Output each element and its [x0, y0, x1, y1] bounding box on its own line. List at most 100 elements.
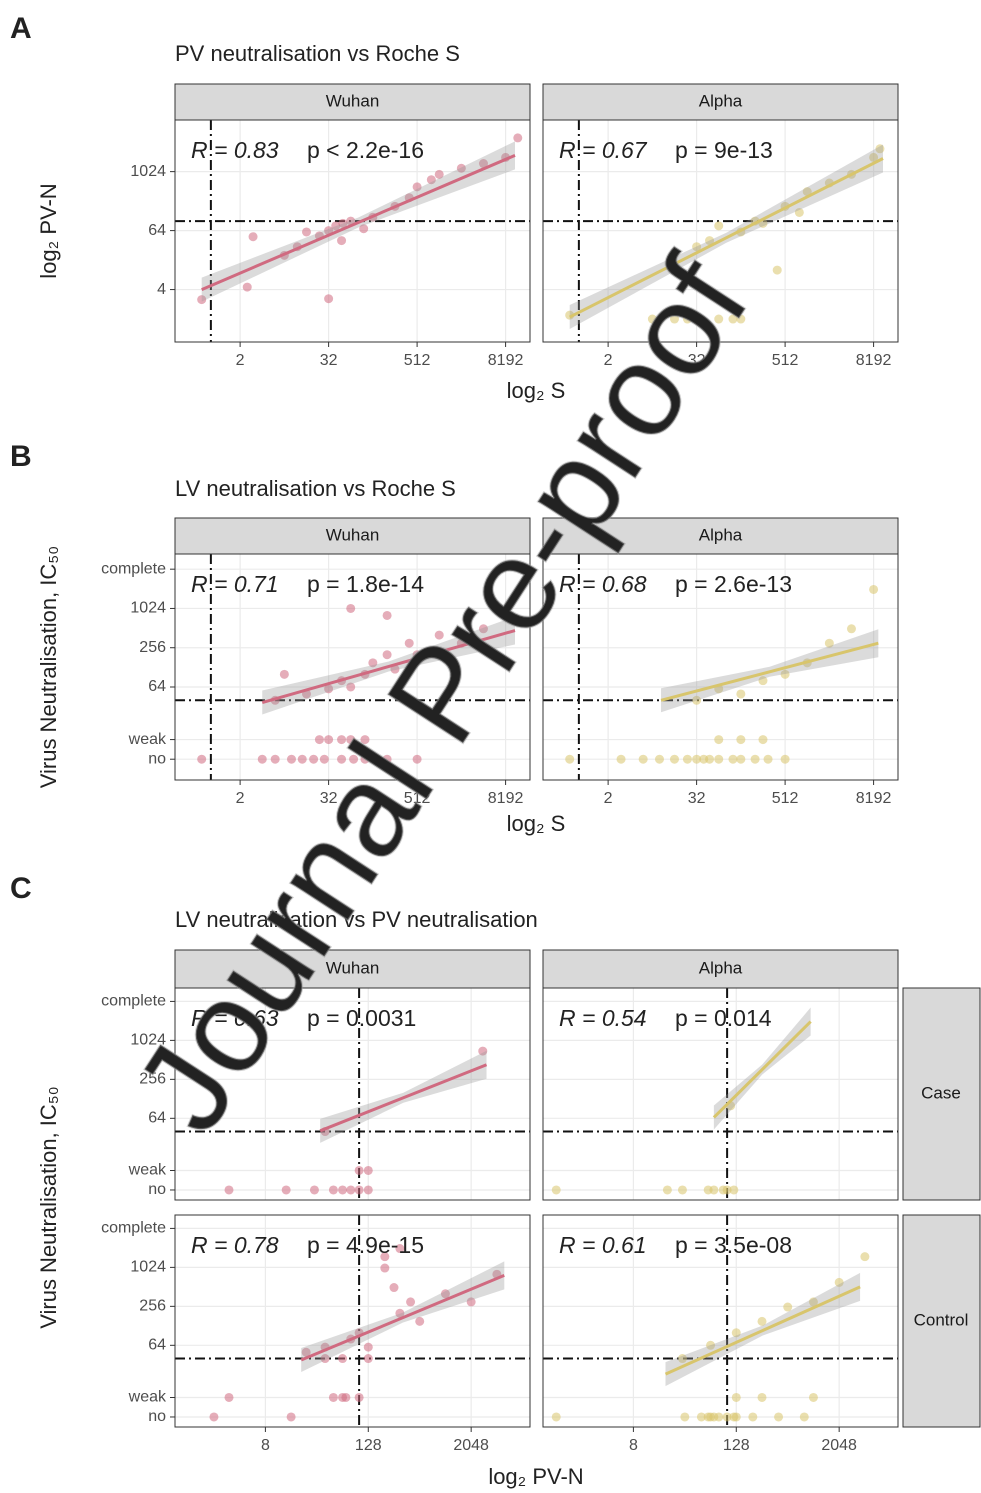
facet-strip — [542, 517, 899, 555]
point — [354, 1165, 364, 1175]
r-annotation: R = 0.78 — [191, 1232, 279, 1258]
fit-line — [664, 1285, 861, 1376]
point — [869, 152, 879, 162]
point — [328, 1185, 338, 1195]
point — [736, 314, 746, 324]
x-axis-label: log₂ S — [507, 378, 566, 403]
point — [731, 1328, 741, 1338]
point — [331, 221, 341, 231]
x-tick-label: 8192 — [856, 352, 892, 369]
point — [682, 314, 692, 324]
y-axis-label: Virus Neutralisation, IC₅₀ — [36, 1086, 61, 1329]
x-tick-label: 2 — [236, 352, 245, 369]
x-axis-label: log₂ S — [507, 811, 566, 836]
point — [440, 1289, 450, 1299]
point — [338, 1354, 348, 1364]
point — [565, 754, 575, 764]
point — [363, 1165, 373, 1175]
row-strip — [902, 987, 981, 1201]
x-tick-label: 2 — [236, 790, 245, 807]
facet: R = 0.68 p = 2.6e-13 — [542, 553, 899, 781]
row-strip-label: Control — [914, 1310, 969, 1329]
y-tick-label: 256 — [139, 1071, 166, 1088]
point — [354, 1392, 364, 1402]
x-tick-label: 512 — [404, 790, 431, 807]
x-tick-label: 128 — [355, 1437, 382, 1454]
plot-border — [174, 553, 531, 781]
point — [714, 221, 724, 231]
facet: R = 0.83 p < 2.2e-16 — [174, 119, 531, 343]
fit-line — [319, 1063, 488, 1133]
chart-title: LV neutralisation vs Roche S — [175, 476, 456, 501]
point — [434, 630, 444, 640]
point — [404, 638, 414, 648]
facet: R = 0.71 p = 1.8e-14 — [174, 553, 531, 781]
point — [780, 754, 790, 764]
p-annotation: p < 2.2e-16 — [307, 137, 424, 163]
point — [731, 1412, 741, 1422]
point — [680, 1412, 690, 1422]
x-tick-label: 32 — [688, 790, 706, 807]
point — [337, 754, 347, 764]
point — [359, 224, 369, 234]
point — [692, 754, 702, 764]
point — [297, 754, 307, 764]
point — [320, 1354, 330, 1364]
point — [729, 1185, 739, 1195]
point — [616, 754, 626, 764]
point — [772, 265, 782, 275]
facet: R = 0.78 p = 4.9e-15 — [174, 1214, 531, 1428]
point — [346, 1185, 356, 1195]
y-tick-label: complete — [101, 560, 166, 577]
point — [434, 169, 444, 179]
x-tick-label: 2048 — [453, 1437, 489, 1454]
point — [662, 1185, 672, 1195]
x-tick-label: 512 — [772, 352, 799, 369]
point — [412, 182, 422, 192]
point — [736, 735, 746, 745]
point — [209, 1412, 219, 1422]
point — [736, 754, 746, 764]
point — [368, 658, 378, 668]
point — [714, 735, 724, 745]
p-annotation: p = 9e-13 — [675, 137, 773, 163]
point — [257, 754, 267, 764]
facet: R = 0.63 p = 0.0031 — [174, 987, 531, 1201]
y-tick-label: 64 — [148, 1110, 166, 1127]
strip-label: Alpha — [699, 91, 743, 110]
fit-line — [261, 629, 516, 704]
point — [860, 1252, 870, 1262]
point — [389, 1283, 399, 1293]
point — [415, 1316, 425, 1326]
p-annotation: p = 0.0031 — [307, 1005, 416, 1031]
point — [758, 735, 768, 745]
point — [360, 754, 370, 764]
point — [478, 1046, 488, 1056]
point — [242, 282, 252, 292]
point — [824, 638, 834, 648]
point — [669, 314, 679, 324]
plot-border — [174, 987, 531, 1201]
point — [692, 314, 702, 324]
point — [638, 754, 648, 764]
x-tick-label: 8 — [629, 1437, 638, 1454]
point — [722, 1412, 732, 1422]
y-tick-label: no — [148, 750, 166, 767]
point — [248, 232, 258, 242]
y-tick-label: 64 — [148, 1337, 166, 1354]
point — [808, 1297, 818, 1307]
point — [677, 1354, 687, 1364]
x-tick-label: 512 — [772, 790, 799, 807]
r-annotation: R = 0.63 — [191, 1005, 279, 1031]
row-strip-label: Case — [921, 1083, 961, 1102]
point — [337, 735, 347, 745]
point — [478, 624, 488, 634]
strip-label: Alpha — [699, 525, 743, 544]
point — [301, 1347, 311, 1357]
strip-label: Wuhan — [326, 525, 380, 544]
point — [677, 1185, 687, 1195]
r-annotation: R = 0.54 — [559, 1005, 647, 1031]
point — [363, 1354, 373, 1364]
point — [309, 754, 319, 764]
p-annotation: p = 4.9e-15 — [307, 1232, 424, 1258]
